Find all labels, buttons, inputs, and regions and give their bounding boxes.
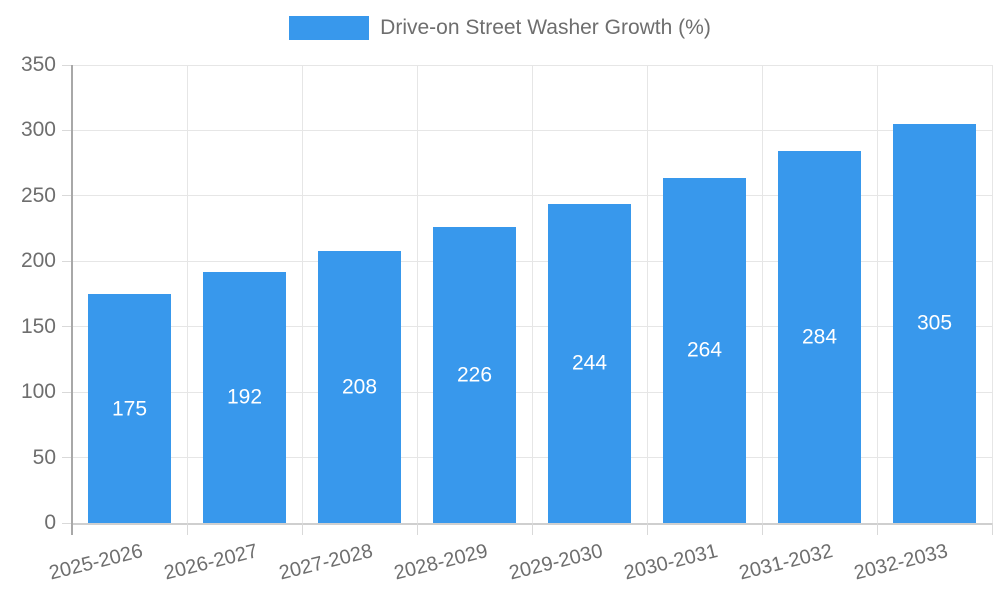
bar-value-label: 208: [341, 375, 378, 399]
bar[interactable]: 284: [778, 151, 861, 523]
y-axis-tick: [62, 522, 72, 524]
y-axis-line: [71, 65, 73, 523]
gridline-vertical: [646, 65, 648, 523]
y-axis-label: 250: [20, 183, 56, 207]
bar[interactable]: 264: [663, 177, 746, 523]
bar[interactable]: 208: [318, 250, 401, 523]
x-axis-label: 2028-2029: [391, 540, 490, 585]
x-axis-tick: [876, 523, 878, 535]
x-axis-label: 2031-2032: [736, 540, 835, 585]
gridline-vertical: [531, 65, 533, 523]
gridline-vertical: [761, 65, 763, 523]
y-axis-label: 350: [20, 53, 56, 76]
bar-value-label: 305: [916, 311, 953, 335]
bar-value-label: 284: [801, 325, 838, 349]
x-axis-label: 2032-2033: [851, 540, 950, 585]
y-axis-label: 0: [44, 511, 56, 534]
y-axis-tick: [62, 457, 72, 459]
gridline-vertical: [876, 65, 878, 523]
bar-value-label: 226: [456, 363, 493, 387]
x-axis-tick: [991, 523, 993, 535]
y-axis-tick: [62, 391, 72, 393]
bar-value-label: 175: [111, 397, 148, 420]
gridline-vertical: [991, 65, 993, 523]
bar[interactable]: 192: [203, 271, 286, 523]
y-axis-label: 150: [20, 314, 56, 338]
y-axis-tick: [62, 326, 72, 328]
x-axis-tick: [301, 523, 303, 535]
x-axis-label: 2029-2030: [506, 540, 605, 585]
x-axis-label: 2027-2028: [276, 540, 375, 585]
x-axis-tick: [761, 523, 763, 535]
gridline-vertical: [301, 65, 303, 523]
x-axis-tick: [186, 523, 188, 535]
x-axis-label: 2026-2027: [161, 540, 260, 585]
y-axis-tick: [62, 129, 72, 131]
y-axis-tick: [62, 64, 72, 66]
bar-value-label: 192: [226, 385, 263, 409]
chart-legend[interactable]: Drive-on Street Washer Growth (%): [0, 16, 1000, 40]
bar[interactable]: 175: [88, 294, 171, 523]
bar[interactable]: 305: [893, 123, 976, 523]
bar-value-label: 264: [686, 338, 723, 362]
y-axis-tick: [62, 195, 72, 197]
y-axis-label: 300: [20, 118, 56, 142]
y-axis-label: 50: [32, 445, 56, 469]
x-axis-tick: [416, 523, 418, 535]
y-axis-label: 200: [20, 249, 56, 273]
bar[interactable]: 244: [548, 203, 631, 523]
gridline-vertical: [186, 65, 188, 523]
gridline-vertical: [416, 65, 418, 523]
x-axis-label: 2030-2031: [621, 540, 720, 585]
x-axis-label: 2025-2026: [46, 540, 145, 585]
y-axis-label: 100: [20, 380, 56, 404]
legend-label: Drive-on Street Washer Growth (%): [380, 16, 711, 40]
bar-value-label: 244: [571, 351, 608, 375]
x-axis-tick: [71, 523, 73, 535]
y-axis-tick: [62, 260, 72, 262]
x-axis-tick: [646, 523, 648, 535]
bar[interactable]: 226: [433, 227, 516, 523]
legend-swatch: [289, 16, 370, 40]
x-axis-tick: [531, 523, 533, 535]
